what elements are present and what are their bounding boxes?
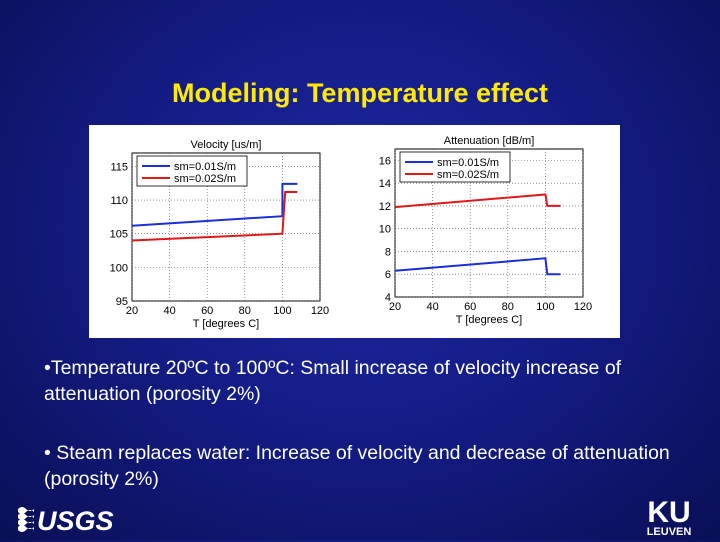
chart-panel: 20 40 60 80 100 120 95 100 105 110 115 Velocity [us… (89, 125, 620, 338)
legend-label: sm=0.01S/m (437, 157, 499, 169)
x-tick-label: 40 (163, 305, 175, 317)
slide-title: Modeling: Temperature effect (171, 78, 549, 108)
legend-label: sm=0.02S/m (437, 169, 499, 181)
chart-title: Attenuation [dB/m] (444, 135, 535, 147)
x-tick-label: 80 (502, 301, 514, 313)
chart-title: Velocity [us/m] (191, 139, 262, 151)
x-tick-label: 100 (273, 305, 291, 317)
x-tick-label: 40 (426, 301, 438, 313)
y-tick-label: 100 (110, 262, 128, 274)
legend: sm=0.01S/msm=0.02S/m (136, 155, 248, 187)
x-tick-label: 120 (311, 305, 329, 317)
y-tick-label: 6 (385, 269, 391, 281)
series-line-1 (394, 257, 561, 276)
legend-label: sm=0.02S/m (174, 173, 236, 185)
y-tick-label: 110 (110, 195, 128, 207)
usgs-logo: USGS (18, 503, 114, 538)
chart-figure: 20 40 60 80 100 120 95 100 105 110 115 Velocity [us… (110, 135, 593, 330)
legend-box (399, 151, 511, 183)
chart-1: 20 40 60 80 100 120 95 100 105 110 115 Velocity [us… (110, 139, 330, 330)
x-axis-label: T [degrees C] (193, 318, 259, 330)
x-tick-label: 20 (389, 301, 401, 313)
y-tick-label: 16 (379, 155, 391, 167)
x-tick-label: 60 (464, 301, 476, 313)
y-tick-label: 105 (110, 229, 128, 241)
x-axis-label: T [degrees C] (456, 314, 522, 326)
leuven-wordmark: LEUVEN (647, 526, 692, 537)
ku-leuven-logo: KU LEUVEN (636, 495, 702, 542)
x-tick-label: 120 (574, 301, 592, 313)
y-tick-label: 4 (385, 292, 391, 304)
usgs-wordmark: USGS (37, 506, 114, 533)
ku-wordmark: KU (647, 496, 690, 529)
series-line-2 (131, 191, 298, 242)
series-line-2 (394, 193, 561, 209)
legend: sm=0.01S/msm=0.02S/m (399, 151, 511, 183)
y-tick-label: 115 (110, 161, 128, 173)
x-tick-label: 80 (239, 305, 251, 317)
legend-label: sm=0.01S/m (174, 161, 236, 173)
x-tick-label: 100 (536, 301, 554, 313)
y-tick-label: 95 (116, 296, 128, 308)
x-tick-label: 20 (126, 305, 138, 317)
legend-box (136, 155, 248, 187)
y-tick-label: 14 (379, 178, 391, 190)
y-tick-label: 8 (385, 246, 391, 258)
bullet-steam: • Steam replaces water: Increase of velo… (44, 442, 670, 490)
series-line-1 (131, 182, 298, 227)
bullet-temperature: •Temperature 20ºC to 100ºC: Small increa… (44, 357, 622, 405)
chart-2: 20 40 60 80 100 120 4 6 8 10 12 14 16 Attenuation [dB… (379, 135, 592, 326)
usgs-wave-icon (18, 507, 34, 532)
x-tick-label: 60 (201, 305, 213, 317)
y-tick-label: 10 (379, 224, 391, 236)
y-tick-label: 12 (379, 201, 391, 213)
